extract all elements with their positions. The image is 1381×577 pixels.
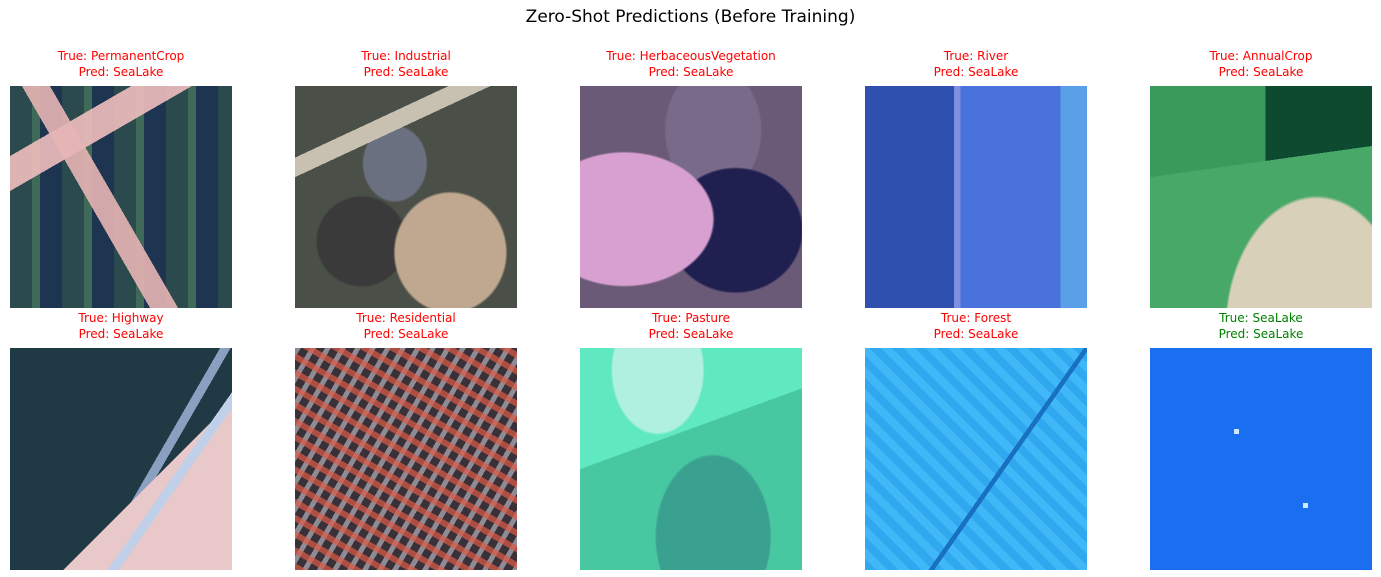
pred-label: Pred: SeaLake (78, 327, 164, 341)
pred-label: Pred: SeaLake (933, 327, 1019, 341)
satellite-image (10, 348, 232, 570)
panel-title: True: River Pred: SeaLake (826, 48, 1126, 80)
figure-title: Zero-Shot Predictions (Before Training) (525, 7, 856, 27)
satellite-image (580, 86, 802, 308)
pred-label: Pred: SeaLake (1218, 327, 1304, 341)
panel-title: True: Highway Pred: SeaLake (0, 310, 271, 342)
panel-industrial: True: Industrial Pred: SeaLake (295, 48, 517, 308)
panel-title: True: Forest Pred: SeaLake (826, 310, 1126, 342)
true-label: True: PermanentCrop (57, 49, 185, 63)
boat-speck (1303, 503, 1308, 508)
true-label: True: AnnualCrop (1209, 49, 1313, 63)
panel-herbaceousvegetation: True: HerbaceousVegetation Pred: SeaLake (580, 48, 802, 308)
satellite-image (1150, 348, 1372, 570)
pred-label: Pred: SeaLake (648, 327, 734, 341)
satellite-image (865, 86, 1087, 308)
pred-label: Pred: SeaLake (933, 65, 1019, 79)
true-label: True: HerbaceousVegetation (606, 49, 776, 63)
satellite-image (10, 86, 232, 308)
satellite-image (580, 348, 802, 570)
panel-forest: True: Forest Pred: SeaLake (865, 310, 1087, 570)
panel-title: True: Industrial Pred: SeaLake (256, 48, 556, 80)
pred-label: Pred: SeaLake (648, 65, 734, 79)
panel-annualcrop: True: AnnualCrop Pred: SeaLake (1150, 48, 1372, 308)
panel-highway: True: Highway Pred: SeaLake (10, 310, 232, 570)
pred-label: Pred: SeaLake (1218, 65, 1304, 79)
true-label: True: Pasture (651, 311, 730, 325)
satellite-image (295, 86, 517, 308)
satellite-image (865, 348, 1087, 570)
pred-label: Pred: SeaLake (78, 65, 164, 79)
panel-title: True: AnnualCrop Pred: SeaLake (1111, 48, 1381, 80)
true-label: True: SeaLake (1219, 311, 1303, 325)
satellite-image (295, 348, 517, 570)
pred-label: Pred: SeaLake (363, 65, 449, 79)
panel-title: True: Pasture Pred: SeaLake (541, 310, 841, 342)
true-label: True: Forest (940, 311, 1012, 325)
panel-permanentcrop: True: PermanentCrop Pred: SeaLake (10, 48, 232, 308)
panel-title: True: Residential Pred: SeaLake (256, 310, 556, 342)
panel-title: True: SeaLake Pred: SeaLake (1111, 310, 1381, 342)
true-label: True: River (943, 49, 1009, 63)
panel-residential: True: Residential Pred: SeaLake (295, 310, 517, 570)
boat-speck (1234, 429, 1239, 434)
panel-title: True: HerbaceousVegetation Pred: SeaLake (541, 48, 841, 80)
true-label: True: Residential (356, 311, 456, 325)
true-label: True: Industrial (361, 49, 451, 63)
panel-sealake: True: SeaLake Pred: SeaLake (1150, 310, 1372, 570)
panel-pasture: True: Pasture Pred: SeaLake (580, 310, 802, 570)
panel-title: True: PermanentCrop Pred: SeaLake (0, 48, 271, 80)
satellite-image (1150, 86, 1372, 308)
pred-label: Pred: SeaLake (363, 327, 449, 341)
true-label: True: Highway (78, 311, 164, 325)
panel-river: True: River Pred: SeaLake (865, 48, 1087, 308)
